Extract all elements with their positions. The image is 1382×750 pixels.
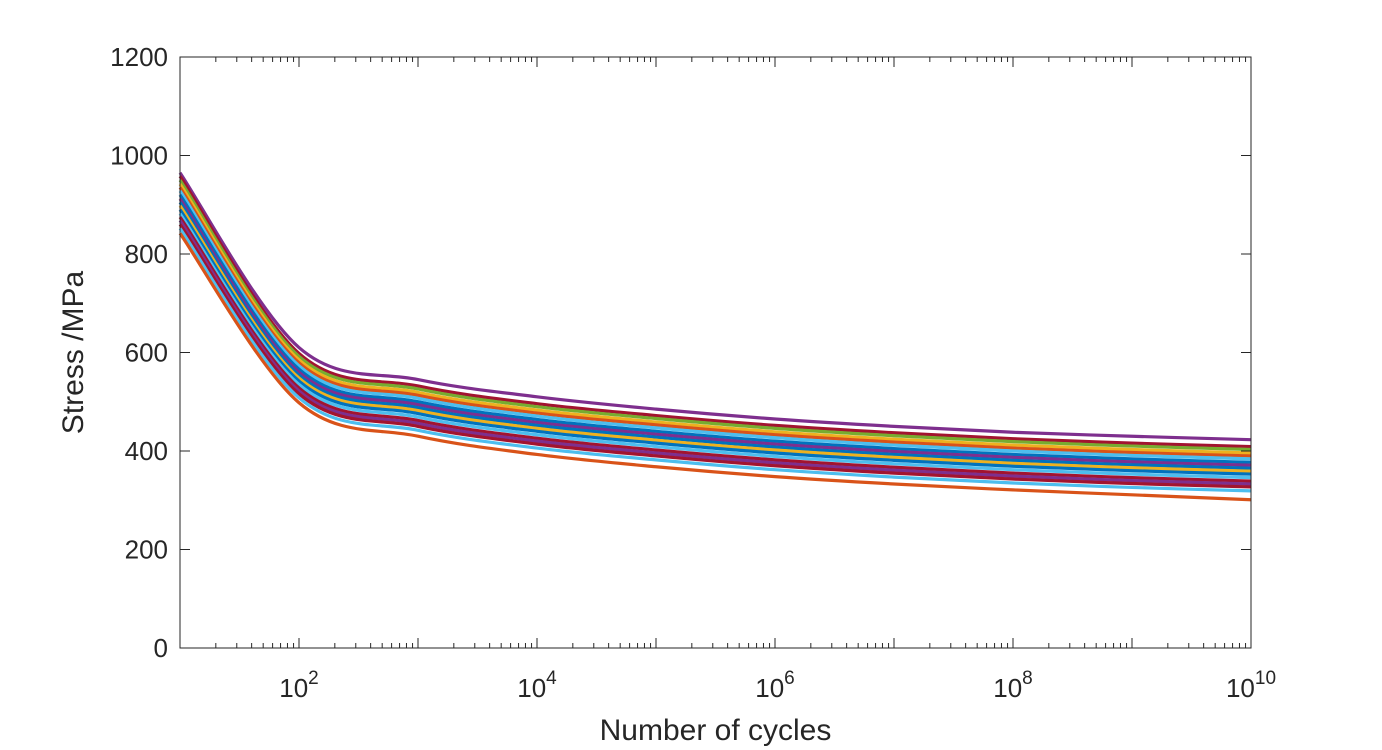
plot-frame (179, 56, 1252, 649)
y-tick-label: 1000 (110, 141, 168, 171)
x-tick-label: 1010 (1226, 668, 1276, 703)
x-tick-label: 102 (279, 668, 319, 703)
series-line-2 (178, 175, 1252, 449)
series-line-17 (178, 232, 1252, 502)
series-line-15 (178, 223, 1252, 489)
series-line-9 (178, 201, 1252, 470)
x-tick-label: 106 (755, 668, 795, 703)
series-line-12 (178, 212, 1252, 480)
y-tick-label: 400 (125, 436, 168, 466)
series-line-10 (178, 204, 1252, 473)
axis-ticks (179, 56, 1252, 649)
y-tick-label: 0 (154, 633, 168, 663)
x-axis-label: Number of cycles (600, 714, 832, 747)
x-tick-label: 108 (993, 668, 1033, 703)
series-line-3 (178, 179, 1252, 452)
y-tick-label: 1200 (110, 42, 168, 72)
series-line-11 (178, 208, 1252, 476)
series-line-1 (178, 171, 1252, 442)
x-tick-label: 104 (517, 668, 557, 703)
y-axis-label: Stress /MPa (57, 270, 90, 434)
series-line-4 (178, 183, 1252, 455)
series-line-8 (178, 197, 1252, 467)
series-line-7 (178, 193, 1252, 464)
series-line-5 (178, 186, 1252, 458)
series-line-14 (178, 219, 1252, 486)
tick-labels: 0 200 400 600 800 1000 1200 102 104 106 108 1010 (110, 42, 1276, 703)
series-line-6 (178, 190, 1252, 461)
series-lines (178, 171, 1252, 502)
series-line-13 (178, 216, 1252, 483)
series-line-16 (178, 227, 1252, 493)
y-tick-label: 600 (125, 338, 168, 368)
y-tick-label: 200 (125, 535, 168, 565)
y-tick-label: 800 (125, 239, 168, 269)
